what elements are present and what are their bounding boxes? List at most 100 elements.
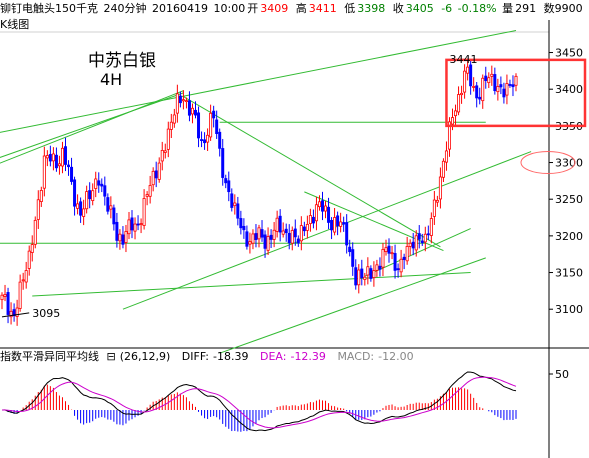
- candle: [499, 76, 503, 95]
- close-value: 收 3405: [392, 2, 434, 15]
- candle: [333, 208, 337, 236]
- volume-value: 量 291: [502, 2, 537, 15]
- macd-tick-label: 50: [555, 368, 569, 381]
- candle: [100, 178, 104, 193]
- candle: [73, 176, 77, 216]
- candle: [260, 220, 264, 242]
- candle: [387, 238, 391, 263]
- candle: [511, 75, 515, 97]
- candle: [414, 230, 418, 257]
- candle: [317, 195, 321, 211]
- trendline: [0, 92, 184, 158]
- candle: [197, 106, 201, 148]
- candle: [457, 86, 461, 116]
- candle: [172, 108, 176, 128]
- candle: [490, 65, 494, 86]
- candle: [218, 128, 222, 157]
- trendline: [183, 96, 441, 248]
- candle: [215, 110, 219, 139]
- high-annotation: 3441: [449, 53, 477, 66]
- candle: [390, 246, 394, 260]
- candle: [493, 67, 497, 95]
- candle: [336, 211, 340, 236]
- candle: [206, 128, 210, 151]
- candle: [254, 224, 258, 248]
- candle: [496, 78, 500, 101]
- y-tick-label: 3300: [555, 157, 583, 170]
- macd-header: 指数平滑异同平均线 ⊟ (26,12,9) DIFF: -18.39 DEA: -12…: [0, 350, 589, 364]
- candle: [233, 194, 237, 215]
- extra-field: 数9900: [543, 2, 583, 15]
- candle: [76, 194, 80, 215]
- candle: [466, 58, 470, 81]
- candle: [9, 302, 13, 325]
- candle: [324, 201, 328, 219]
- candle: [420, 233, 424, 246]
- candle: [103, 176, 107, 206]
- candle: [224, 174, 228, 189]
- candle: [505, 74, 509, 105]
- candle: [475, 81, 479, 108]
- candle: [508, 79, 512, 88]
- candle: [311, 209, 315, 229]
- candle: [460, 85, 464, 104]
- candle: [360, 259, 364, 286]
- macd-title: 指数平滑异同平均线 ⊟ (26,12,9): [0, 350, 171, 363]
- candle: [263, 230, 267, 258]
- candle: [399, 249, 403, 278]
- candle: [97, 172, 101, 193]
- candle: [178, 91, 182, 108]
- candle: [48, 145, 52, 167]
- candle: [245, 225, 249, 250]
- candle: [130, 210, 134, 239]
- candle: [463, 64, 467, 99]
- candle: [447, 117, 451, 157]
- y-tick-label: 3200: [555, 230, 583, 243]
- candle: [118, 229, 122, 250]
- candle: [163, 143, 167, 159]
- candle: [239, 210, 243, 235]
- candle: [454, 104, 458, 126]
- candle: [45, 150, 49, 167]
- candle: [106, 193, 110, 215]
- candle: [481, 74, 485, 109]
- candle: [378, 257, 382, 277]
- candle: [221, 138, 225, 186]
- y-tick-label: 3400: [555, 83, 583, 96]
- candle: [136, 215, 140, 231]
- candle: [12, 303, 16, 322]
- candle: [63, 137, 67, 172]
- chart-period: 240分钟: [103, 2, 147, 15]
- candle: [151, 167, 155, 192]
- candle: [320, 191, 324, 221]
- y-tick-label: 3450: [555, 47, 583, 60]
- candle: [278, 209, 282, 242]
- candle: [6, 287, 10, 324]
- highlight-ellipse: [520, 151, 576, 175]
- candle-series: [0, 58, 518, 326]
- candle: [396, 263, 400, 278]
- macd-value: MACD: -12.00: [337, 350, 414, 363]
- candle: [124, 224, 128, 253]
- candle: [0, 292, 4, 310]
- candle: [514, 73, 518, 92]
- candle: [39, 186, 43, 207]
- candle: [287, 224, 291, 250]
- candle: [441, 158, 445, 182]
- candle: [42, 146, 46, 197]
- candle: [181, 90, 185, 110]
- candle: [375, 259, 379, 277]
- candle: [194, 101, 198, 119]
- macd-settings-icon: ⊟: [106, 350, 116, 363]
- candle: [348, 239, 352, 257]
- candle: [257, 224, 261, 248]
- candle: [212, 105, 216, 128]
- candle: [351, 242, 355, 276]
- instrument-name: 铆钉电触头150千克: [0, 2, 98, 15]
- candle: [357, 264, 361, 294]
- candle: [88, 182, 92, 209]
- low-value: 低 3398: [344, 2, 386, 15]
- diff-line: [1, 371, 517, 432]
